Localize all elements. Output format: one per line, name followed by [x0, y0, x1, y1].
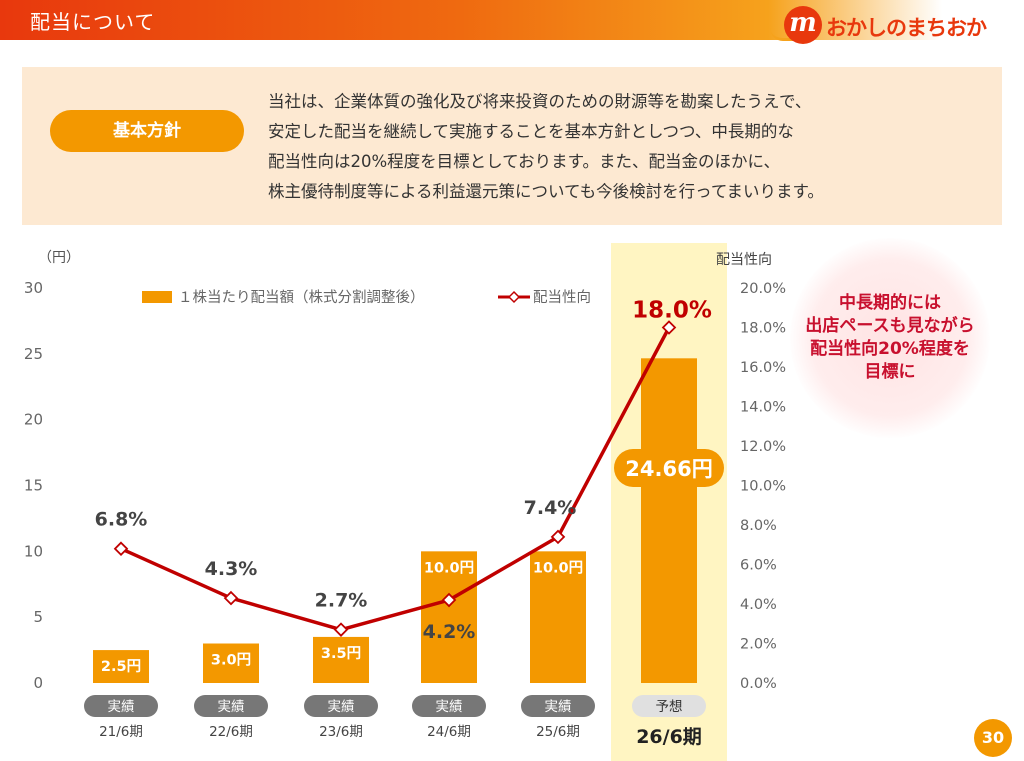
payout-ratio-line: [120, 326, 671, 632]
left-axis-unit: （円）: [38, 250, 80, 266]
bar: [421, 551, 477, 683]
legend-bar-label: １株当たり配当額（株式分割調整後）: [178, 289, 425, 306]
policy-text: 当社は、企業体質の強化及び将来投資のための財源等を勘案したうえで、 安定した配当…: [268, 87, 988, 207]
legend-bar-swatch: [142, 291, 172, 303]
category-label: 22/6期: [209, 724, 253, 740]
status-pill: [194, 695, 268, 717]
policy-line: 株主優待制度等による利益還元策についても今後検討を行ってまいります。: [268, 182, 824, 201]
logo-text: おかしのまちおか: [826, 16, 987, 40]
right-tick-label: 8.0%: [740, 518, 777, 534]
status-label: 実績: [218, 699, 245, 715]
line-value-label: 6.8%: [95, 509, 148, 531]
bar: [641, 358, 697, 683]
bar-value-label: 2.5円: [101, 658, 141, 675]
right-tick-label: 16.0%: [740, 360, 786, 376]
legend-line-marker: [507, 290, 521, 304]
line-value-label: 7.4%: [524, 497, 577, 519]
right-tick-label: 12.0%: [740, 439, 786, 455]
bar: [530, 551, 586, 683]
line-marker: [113, 541, 129, 556]
category-label: 26/6期: [636, 726, 702, 748]
policy-line: 安定した配当を継続して実施することを基本方針としつつ、中長期的な: [268, 122, 794, 141]
right-tick-label: 4.0%: [740, 597, 777, 613]
callout-text: 中長期的には 出店ペースも見ながら 配当性向20%程度を 目標に: [790, 292, 990, 384]
bar-value-label: 24.66円: [625, 457, 712, 481]
company-logo: m おかしのまちおか: [770, 6, 1020, 48]
right-tick-label: 10.0%: [740, 479, 786, 495]
callout-line: 目標に: [864, 362, 916, 382]
policy-box: 基本方針 当社は、企業体質の強化及び将来投資のための財源等を勘案したうえで、 安…: [22, 67, 1002, 225]
left-tick-label: 0: [33, 674, 43, 692]
callout-line: 出店ペースも見ながら: [805, 316, 975, 336]
left-tick-label: 30: [24, 279, 43, 297]
line-marker: [550, 529, 566, 545]
header-bar: 配当について: [0, 0, 1024, 40]
right-tick-label: 18.0%: [740, 321, 786, 337]
status-label: 実績: [328, 699, 355, 715]
line-marker: [333, 622, 349, 637]
category-label: 24/6期: [427, 724, 471, 740]
line-marker: [661, 320, 677, 335]
right-tick-label: 0.0%: [740, 676, 777, 692]
bar-label-pill: [614, 449, 724, 487]
left-tick-label: 10: [24, 542, 43, 560]
category-label: 23/6期: [319, 724, 363, 740]
status-pill: [632, 695, 706, 717]
bar-value-label: 10.0円: [533, 559, 583, 576]
callout-line: 中長期的には: [839, 293, 941, 313]
status-label: 実績: [108, 699, 135, 715]
line-marker: [441, 592, 457, 608]
right-tick-label: 20.0%: [740, 281, 786, 297]
line-value-label: 18.0%: [632, 298, 712, 324]
bar-value-label: 3.5円: [321, 645, 361, 662]
legend-line-label: 配当性向: [533, 289, 591, 306]
bar: [313, 636, 369, 683]
callout-line: 配当性向20%程度を: [810, 339, 970, 359]
status-pill: [521, 695, 595, 717]
bar-value-label: 10.0円: [424, 559, 474, 576]
right-tick-label: 6.0%: [740, 558, 777, 574]
status-pill: [84, 695, 158, 717]
status-label: 実績: [436, 699, 463, 715]
left-tick-label: 5: [33, 608, 43, 626]
callout-bubble: [790, 238, 990, 438]
status-label: 予想: [656, 699, 683, 715]
category-label: 21/6期: [99, 724, 143, 740]
status-pill: [304, 695, 378, 717]
line-value-label: 2.7%: [315, 590, 368, 612]
right-tick-label: 14.0%: [740, 400, 786, 416]
logo-mark: m: [784, 6, 822, 44]
page-number: 30: [974, 719, 1012, 757]
policy-label: 基本方針: [50, 110, 244, 152]
status-label: 実績: [545, 699, 572, 715]
bar: [93, 650, 149, 683]
left-tick-label: 15: [24, 477, 43, 495]
line-marker: [223, 590, 239, 606]
page-title: 配当について: [30, 10, 156, 34]
right-tick-label: 2.0%: [740, 637, 777, 653]
left-tick-label: 25: [24, 345, 43, 363]
line-value-label: 4.2%: [423, 621, 476, 643]
right-axis-title: 配当性向: [716, 252, 772, 268]
line-value-label: 4.3%: [205, 558, 258, 580]
policy-line: 当社は、企業体質の強化及び将来投資のための財源等を勘案したうえで、: [268, 92, 812, 111]
policy-line: 配当性向は20%程度を目標としております。また、配当金のほかに、: [268, 152, 781, 171]
status-pill: [412, 695, 486, 717]
bar-value-label: 3.0円: [211, 652, 251, 669]
left-tick-label: 20: [24, 411, 43, 429]
bar: [203, 643, 259, 683]
category-label: 25/6期: [536, 724, 580, 740]
